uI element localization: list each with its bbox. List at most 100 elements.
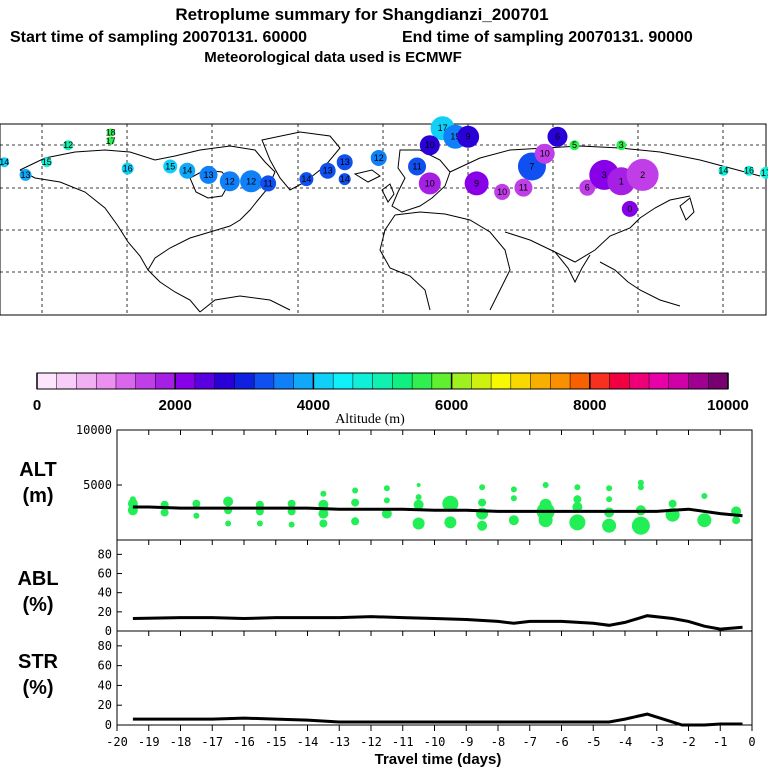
colorbar-cell [569,372,591,390]
map-marker-label: 14 [301,174,311,184]
x-axis-label: Travel time (days) [375,751,502,768]
map-marker-label: 18 [106,127,116,137]
x-tick-label: -19 [138,735,160,749]
coast-africa-west [379,214,431,311]
alt-point [542,482,549,488]
colorbar-cell [352,372,374,390]
alt-point [444,516,457,529]
map-marker [299,172,314,187]
alt-point [352,487,359,494]
colorbar-ticks: 0 2000 4000 6000 8000 10000 [33,373,749,414]
map-marker [534,143,555,164]
colorbar-cell [76,372,97,390]
y-tick-label: 0 [105,624,112,638]
x-tick-label: -3 [650,735,664,749]
coast-asia-north [449,145,761,177]
colorbar-cell [332,372,354,390]
map-marker-label: 2 [640,170,645,180]
alt-point [602,518,617,533]
map-marker [106,136,115,145]
map-marker-label: 16 [123,164,133,174]
alt-point [383,497,390,504]
map-marker [464,171,489,196]
coast-greenland [261,131,341,191]
map-marker-label: 9 [474,178,479,188]
alt-point [631,516,650,535]
map-marker-label: 3 [602,170,607,180]
colorbar-cell [629,372,650,390]
map-marker [760,166,768,179]
map-marker-label: 17 [438,123,448,133]
alt-point [318,508,329,519]
colorbar-cell [411,372,433,390]
map-marker-label: 10 [425,140,435,150]
map-marker-label: 12 [63,140,73,150]
coast-europe [391,149,451,213]
alt-point [288,521,295,528]
map-marker-label: 12 [374,153,384,163]
alt-point [383,485,390,492]
coast-japan [679,197,695,221]
x-tick-label: -13 [328,735,350,749]
map-marker [418,172,441,195]
y-tick-label: 40 [98,586,112,600]
y-tick-label: 0 [105,718,112,732]
colorbar-cell [194,372,216,390]
colorbar-cell [56,372,78,390]
map-marker-label: 12 [246,176,256,186]
panel-label: ABL [17,568,58,590]
colorbar-cell [490,372,512,390]
y-tick-label: 20 [98,605,112,619]
coast-north-america [19,145,276,313]
map-marker [718,165,729,176]
alt-point [479,484,486,491]
colorbar-cell [451,372,472,390]
colorbar-tick-label: 8000 [573,397,606,414]
alt-point [606,485,613,492]
alt-mean-line [132,505,743,518]
colorbar-cell [135,372,157,390]
colorbar-cell [36,372,58,390]
time-series-panels: 5000 10000 ALT (m) 0 20 40 60 80 ABL (%) 0 20 40 60 80 S… [17,423,753,732]
coast-iceland [353,169,381,183]
alt-point [732,516,741,525]
colorbar-cell [273,372,295,390]
y-tick-label: 60 [98,567,112,581]
abl-line [132,614,743,631]
map-marker [419,135,440,156]
map-marker-label: 0 [627,204,632,214]
map-marker [457,125,480,148]
y-tick-label: 10000 [76,423,112,437]
map-marker [621,200,638,217]
alt-point [381,508,392,519]
map-marker-label: 6 [555,132,560,142]
map-marker-label: 11 [412,161,421,171]
coast-south-america [199,295,291,313]
map-marker-label: 14 [340,174,350,184]
map-marker-label: 10 [497,187,507,197]
alt-point [637,484,644,491]
map-marker [219,171,240,192]
alt-point [701,493,708,499]
colorbar-cell [174,372,196,390]
x-tick-label: -12 [360,735,382,749]
alt-point [415,494,422,501]
x-axis: -20 -19 -18 -17 -16 -15 -14 -13 -12 -11 -10 -9 -8 -7-… [106,725,756,749]
alt-point [538,513,553,528]
alt-point [574,484,581,491]
met-data-label: Meteorological data used is ECMWF [204,49,462,66]
map-marker [569,140,580,151]
y-tick-label: 60 [98,659,112,673]
map-marker [319,162,336,179]
panel-label: STR [18,651,59,673]
altitude-colorbar: 0 2000 4000 6000 8000 10000 Altitude (m) [33,372,749,427]
map-marker [199,165,218,184]
x-tick-label: 0 [748,735,755,749]
map-marker-label: 13 [340,157,350,167]
alt-point [320,490,327,497]
x-tick-label: -2 [681,735,695,749]
x-tick-label: -10 [424,735,446,749]
x-tick-label: -8 [491,735,505,749]
alt-point [256,520,263,527]
x-tick-label: -4 [618,735,632,749]
